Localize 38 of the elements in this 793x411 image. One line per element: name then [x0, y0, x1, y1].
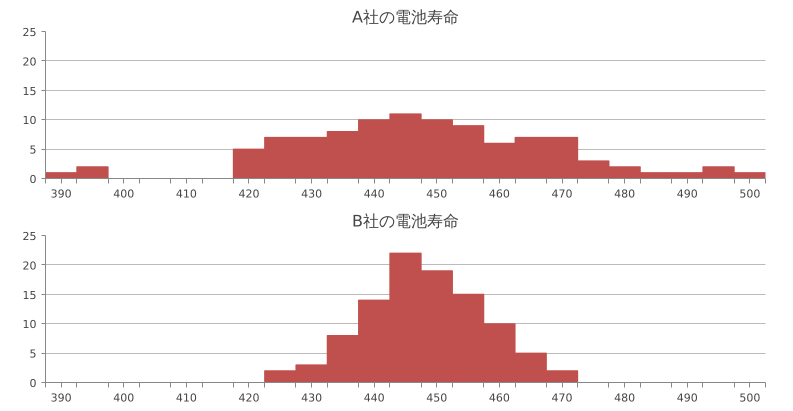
- x-tick-label: 400: [113, 188, 134, 200]
- x-tick-label: 490: [676, 188, 698, 200]
- x-tick-label: 480: [614, 188, 636, 200]
- x-tick-label: 460: [488, 188, 510, 200]
- chart-title: A社の電池寿命: [352, 8, 459, 26]
- x-tick-label: 460: [488, 392, 510, 404]
- y-tick-label: 10: [22, 318, 37, 332]
- x-tick-label: 390: [50, 188, 72, 200]
- x-tick-label: 440: [364, 188, 385, 200]
- x-tick-label: 410: [176, 392, 197, 404]
- y-tick-label: 25: [22, 230, 37, 243]
- y-tick-label: 5: [30, 348, 36, 361]
- y-tick-label: 25: [22, 26, 37, 39]
- y-tick-label: 0: [30, 377, 36, 390]
- x-tick-label: 450: [426, 392, 448, 404]
- x-tick-label: 430: [301, 392, 322, 404]
- x-tick-label: 500: [739, 392, 760, 404]
- x-tick-label: 480: [614, 392, 636, 404]
- y-tick-label: 15: [22, 288, 37, 302]
- x-tick-label: 470: [552, 392, 573, 404]
- x-tick-label: 470: [552, 188, 573, 200]
- x-tick-label: 440: [364, 392, 385, 404]
- x-tick-label: 450: [426, 188, 448, 200]
- y-tick-label: 15: [22, 84, 37, 98]
- y-tick-label: 5: [30, 144, 36, 157]
- y-tick-label: 10: [22, 114, 37, 128]
- y-tick-label: 20: [22, 259, 37, 272]
- x-tick-label: 410: [176, 188, 197, 200]
- y-tick-label: 20: [22, 55, 37, 68]
- x-tick-label: 430: [301, 188, 322, 200]
- x-tick-label: 420: [238, 392, 260, 404]
- x-tick-label: 400: [113, 392, 134, 404]
- y-tick-label: 0: [30, 173, 36, 186]
- x-tick-label: 490: [676, 392, 698, 404]
- chart-title: B社の電池寿命: [352, 212, 459, 230]
- x-tick-label: 390: [50, 392, 72, 404]
- x-tick-label: 500: [739, 188, 760, 200]
- x-tick-label: 420: [238, 188, 260, 200]
